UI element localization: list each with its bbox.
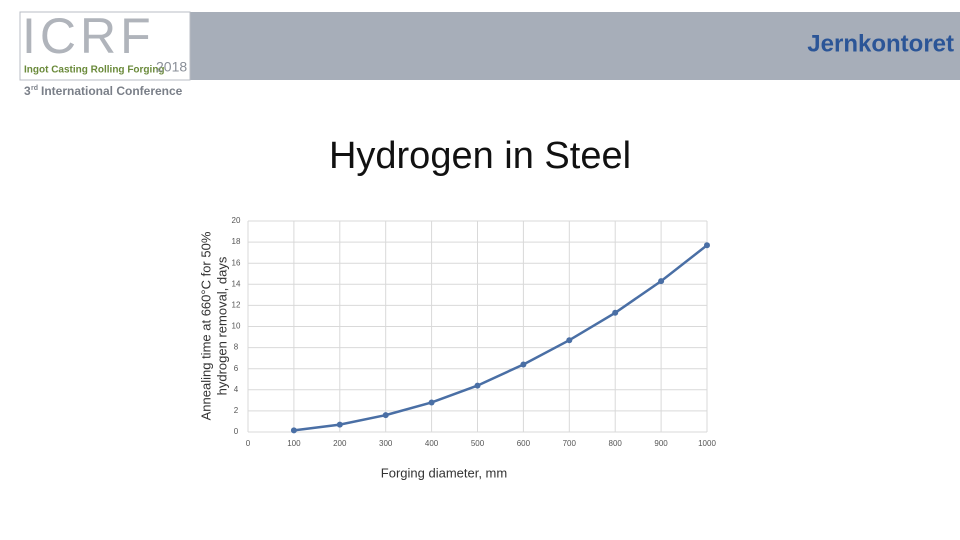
data-point	[520, 361, 527, 368]
organization: Jernkontoret	[807, 30, 954, 57]
y-tick-label: 8	[234, 343, 239, 352]
y-tick-label: 14	[232, 279, 241, 288]
data-point	[704, 242, 710, 249]
conference-name: International Conference	[41, 84, 183, 98]
data-point	[474, 382, 481, 389]
x-tick-label: 100	[287, 439, 301, 448]
y-axis-label: hydrogen removal, days	[214, 256, 229, 395]
data-point	[336, 421, 343, 428]
chart-title: Hydrogen in Steel	[329, 135, 631, 177]
y-tick-label: 6	[234, 364, 239, 373]
data-point	[428, 399, 435, 406]
y-tick-label: 10	[232, 322, 241, 331]
conference-suffix: rd	[31, 85, 38, 92]
data-point	[382, 412, 389, 419]
y-axis-label: Annealing time at 660°C for 50%	[198, 231, 213, 420]
x-tick-label: 600	[517, 439, 531, 448]
logo: ICRF	[22, 8, 155, 64]
y-tick-label: 4	[234, 385, 239, 394]
y-tick-label: 20	[232, 216, 241, 225]
logo-year: 2018	[156, 59, 187, 75]
data-line	[293, 244, 708, 432]
y-tick-label: 0	[234, 427, 239, 436]
x-tick-label: 1000	[698, 439, 716, 448]
y-tick-label: 2	[234, 406, 239, 415]
x-tick-label: 0	[246, 439, 251, 448]
x-tick-label: 900	[654, 439, 668, 448]
x-tick-label: 700	[563, 439, 577, 448]
conference-number: 3	[24, 84, 31, 98]
data-point	[566, 337, 573, 344]
y-tick-label: 12	[232, 301, 241, 310]
y-tick-label: 16	[232, 258, 241, 267]
header-band	[190, 12, 960, 80]
logo-subtitle: Ingot Casting Rolling Forging	[24, 65, 165, 76]
x-axis-label: Forging diameter, mm	[381, 465, 507, 480]
logo-strip	[22, 62, 154, 76]
data-point	[612, 309, 619, 316]
x-tick-label: 400	[425, 439, 439, 448]
x-tick-label: 500	[471, 439, 485, 448]
data-point	[290, 427, 297, 434]
x-tick-label: 200	[333, 439, 347, 448]
y-tick-label: 18	[232, 237, 241, 246]
x-tick-label: 800	[609, 439, 623, 448]
data-point	[658, 278, 665, 285]
x-tick-label: 300	[379, 439, 393, 448]
